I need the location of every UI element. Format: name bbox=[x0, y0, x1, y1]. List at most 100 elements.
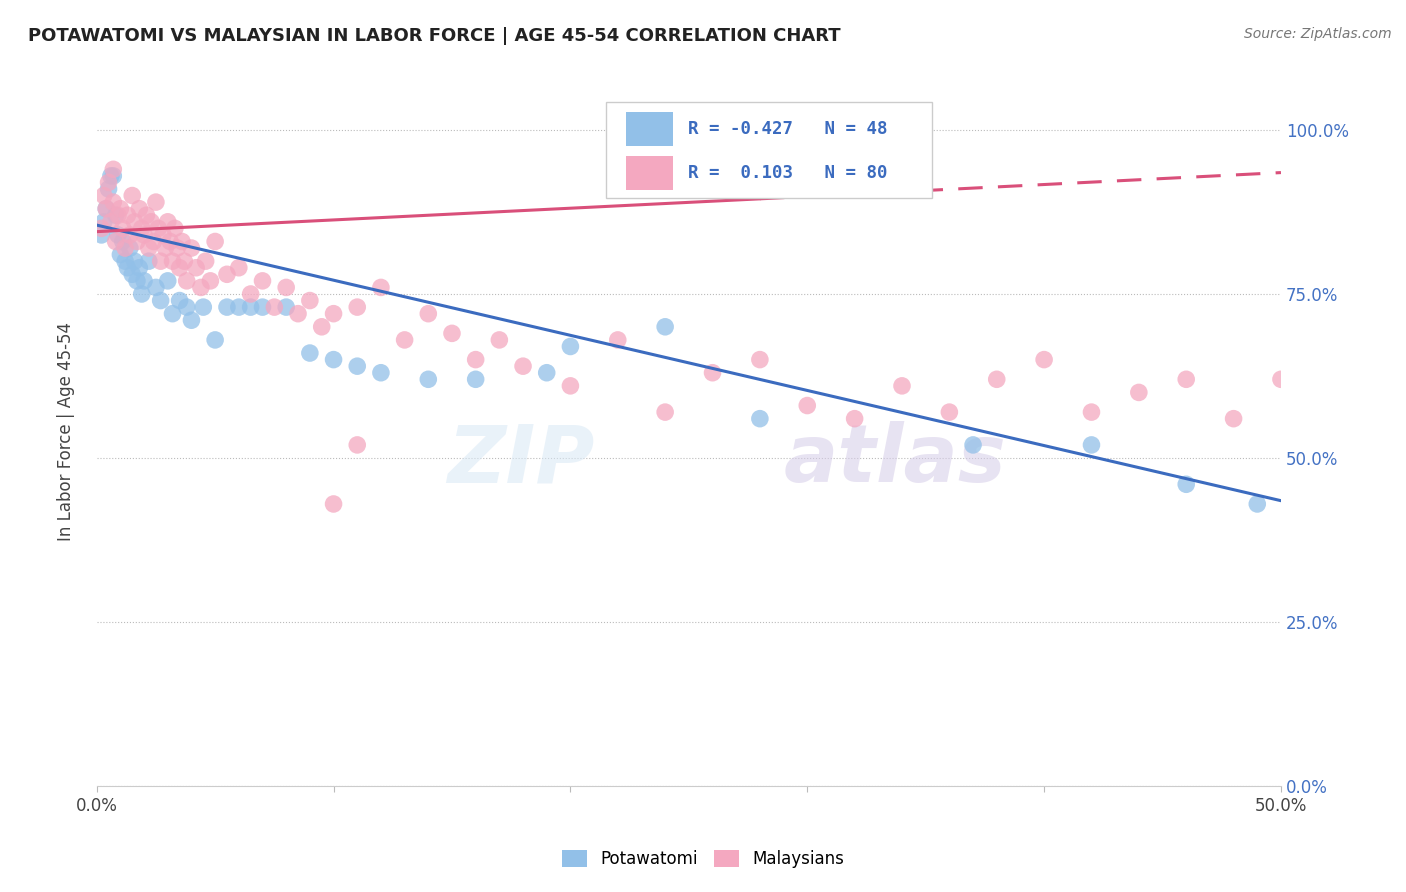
Point bbox=[1222, 411, 1244, 425]
Point bbox=[748, 411, 770, 425]
Point bbox=[103, 169, 125, 183]
Point bbox=[962, 438, 984, 452]
Point bbox=[121, 268, 143, 282]
Point bbox=[560, 379, 582, 393]
Bar bbox=[626, 156, 673, 191]
Point bbox=[124, 215, 146, 229]
Text: R = -0.427   N = 48: R = -0.427 N = 48 bbox=[688, 120, 887, 138]
Point bbox=[169, 293, 191, 308]
Point bbox=[1270, 372, 1292, 386]
Point bbox=[162, 254, 184, 268]
Point bbox=[748, 352, 770, 367]
Point bbox=[228, 260, 250, 275]
Point bbox=[346, 300, 368, 314]
Point bbox=[118, 227, 141, 242]
Point bbox=[103, 162, 125, 177]
Point bbox=[93, 188, 115, 202]
Point bbox=[114, 254, 136, 268]
Point bbox=[1175, 477, 1198, 491]
Point bbox=[97, 182, 120, 196]
Point bbox=[114, 241, 136, 255]
Point bbox=[141, 215, 163, 229]
Point bbox=[346, 438, 368, 452]
Point bbox=[111, 221, 134, 235]
Point bbox=[125, 274, 148, 288]
Point bbox=[239, 300, 262, 314]
Point bbox=[938, 405, 960, 419]
Legend: Potawatomi, Malaysians: Potawatomi, Malaysians bbox=[555, 843, 851, 875]
Point bbox=[986, 372, 1008, 386]
Point bbox=[276, 280, 298, 294]
Point bbox=[124, 254, 146, 268]
Point bbox=[464, 352, 486, 367]
Point bbox=[93, 215, 115, 229]
Point bbox=[176, 274, 198, 288]
Point bbox=[152, 227, 174, 242]
Point bbox=[107, 208, 129, 222]
Point bbox=[145, 195, 167, 210]
Point bbox=[844, 411, 866, 425]
Point bbox=[346, 359, 368, 374]
Point bbox=[418, 372, 440, 386]
Point bbox=[121, 188, 143, 202]
Point bbox=[200, 274, 222, 288]
Point bbox=[239, 287, 262, 301]
Point bbox=[149, 254, 172, 268]
Point bbox=[276, 300, 298, 314]
Point bbox=[193, 300, 215, 314]
Point bbox=[298, 346, 321, 360]
Bar bbox=[626, 112, 673, 146]
Point bbox=[440, 326, 463, 341]
Text: ZIP: ZIP bbox=[447, 421, 595, 500]
Text: POTAWATOMI VS MALAYSIAN IN LABOR FORCE | AGE 45-54 CORRELATION CHART: POTAWATOMI VS MALAYSIAN IN LABOR FORCE |… bbox=[28, 27, 841, 45]
Point bbox=[1033, 352, 1056, 367]
Point bbox=[100, 215, 122, 229]
Point bbox=[394, 333, 416, 347]
Point bbox=[97, 176, 120, 190]
Point bbox=[110, 202, 132, 216]
Point bbox=[311, 319, 333, 334]
Point bbox=[263, 300, 285, 314]
Point bbox=[560, 339, 582, 353]
Point bbox=[155, 241, 177, 255]
Point bbox=[96, 202, 118, 216]
Point bbox=[135, 208, 157, 222]
Point bbox=[1128, 385, 1150, 400]
Point bbox=[298, 293, 321, 308]
Point bbox=[132, 227, 155, 242]
Point bbox=[370, 366, 392, 380]
Text: R =  0.103   N = 80: R = 0.103 N = 80 bbox=[688, 164, 887, 183]
Point bbox=[322, 497, 344, 511]
Point bbox=[173, 254, 195, 268]
Point bbox=[796, 399, 818, 413]
FancyBboxPatch shape bbox=[606, 103, 932, 198]
Point bbox=[1175, 372, 1198, 386]
Point bbox=[156, 274, 179, 288]
Point bbox=[418, 307, 440, 321]
Point bbox=[142, 235, 165, 249]
Text: atlas: atlas bbox=[783, 421, 1007, 500]
Point bbox=[215, 300, 238, 314]
Point bbox=[370, 280, 392, 294]
Point bbox=[606, 333, 628, 347]
Point bbox=[128, 260, 150, 275]
Point bbox=[169, 260, 191, 275]
Point bbox=[107, 227, 129, 242]
Point bbox=[148, 221, 170, 235]
Point bbox=[96, 202, 118, 216]
Point bbox=[117, 260, 139, 275]
Point bbox=[287, 307, 309, 321]
Point bbox=[125, 235, 148, 249]
Point bbox=[90, 227, 112, 242]
Point bbox=[204, 333, 226, 347]
Point bbox=[512, 359, 534, 374]
Text: Source: ZipAtlas.com: Source: ZipAtlas.com bbox=[1244, 27, 1392, 41]
Point bbox=[156, 215, 179, 229]
Point bbox=[1080, 438, 1102, 452]
Point bbox=[215, 268, 238, 282]
Point bbox=[145, 280, 167, 294]
Point bbox=[104, 235, 127, 249]
Point bbox=[488, 333, 510, 347]
Point bbox=[162, 307, 184, 321]
Point bbox=[204, 235, 226, 249]
